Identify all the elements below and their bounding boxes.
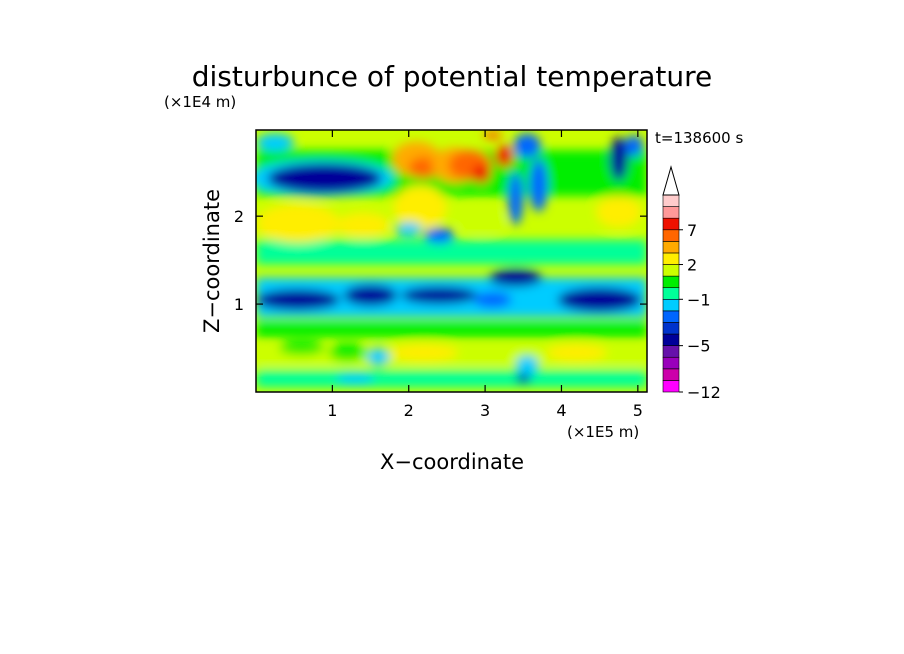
heatmap-field — [256, 130, 647, 392]
field-cell — [424, 227, 455, 244]
field-cell — [515, 374, 531, 384]
colorbar-swatch — [662, 333, 680, 346]
field-band — [256, 239, 647, 265]
field-cell — [609, 137, 628, 181]
colorbar-label: −5 — [687, 337, 711, 356]
x-tick-label: 1 — [327, 401, 337, 420]
colorbar-swatch — [662, 217, 680, 231]
colorbar-swatch — [662, 380, 680, 393]
colorbar-label: 2 — [687, 256, 697, 275]
colorbar-swatch — [662, 322, 680, 335]
colorbar-swatch — [662, 368, 680, 381]
colorbar-label: 7 — [687, 221, 697, 240]
chart-title: disturbunce of potential temperature — [192, 60, 713, 93]
field-cell — [529, 159, 548, 212]
field-cell — [546, 343, 608, 362]
field-cell — [473, 291, 512, 308]
field-cell — [595, 195, 642, 228]
colorbar-swatch — [662, 275, 680, 289]
x-tick-label: 5 — [633, 401, 643, 420]
field-cell — [483, 130, 502, 140]
field-cell — [394, 222, 423, 237]
field-cell — [278, 341, 325, 356]
y-axis: 12 — [234, 207, 647, 314]
field-cell — [343, 284, 398, 306]
x-tick-label: 4 — [556, 401, 566, 420]
colorbar-label: −12 — [687, 383, 721, 402]
field-cell — [472, 165, 491, 183]
field-cell — [495, 145, 514, 167]
field-cell — [488, 268, 543, 287]
field-cell — [336, 212, 390, 238]
field-cell — [267, 163, 383, 194]
colorbar-swatch — [662, 345, 680, 358]
time-label: t=138600 s — [655, 129, 743, 147]
field-cell — [557, 287, 642, 312]
colorbar-swatch — [662, 264, 680, 277]
colorbar: −12−5−127 — [662, 165, 721, 402]
field-cell — [256, 203, 341, 243]
field-cell — [624, 135, 644, 157]
y-tick-label: 1 — [234, 295, 244, 314]
y-unit-label: (×1E4 m) — [164, 93, 236, 111]
x-axis: 1 2 3 4 5 — [327, 130, 643, 420]
field-cell — [515, 355, 539, 377]
field-cell — [508, 172, 524, 225]
field-cell — [458, 208, 505, 233]
colorbar-swatch — [662, 356, 680, 370]
field-cell — [336, 373, 375, 385]
field-cell — [256, 133, 295, 152]
field-band — [256, 370, 647, 388]
colorbar-swatch — [662, 229, 680, 242]
x-unit-label: (×1E5 m) — [567, 423, 639, 441]
colorbar-swatch — [662, 241, 680, 254]
colorbar-swatch — [662, 194, 680, 207]
plot-frame — [255, 129, 648, 393]
x-axis-title: X−coordinate — [380, 450, 524, 474]
field-band — [256, 321, 647, 338]
colorbar-extend-arrow — [662, 165, 680, 196]
field-cell — [513, 133, 541, 159]
colorbar-swatch — [662, 310, 680, 323]
field-cell — [389, 343, 459, 362]
colorbar-label: −1 — [687, 290, 711, 309]
field-cell — [393, 185, 447, 230]
field-cell — [256, 289, 341, 311]
field-cell — [366, 348, 390, 366]
y-axis-title: Z−coordinate — [200, 189, 224, 333]
field-cell — [408, 157, 440, 179]
colorbar-swatch — [662, 298, 680, 312]
x-tick-label: 2 — [404, 401, 414, 420]
colorbar-swatch — [662, 206, 680, 219]
colorbar-swatch — [662, 287, 680, 300]
y-tick-label: 2 — [234, 207, 244, 226]
x-tick-label: 3 — [480, 401, 490, 420]
colorbar-swatch — [662, 252, 680, 265]
field-cell — [401, 286, 478, 305]
field-cell — [328, 343, 367, 362]
